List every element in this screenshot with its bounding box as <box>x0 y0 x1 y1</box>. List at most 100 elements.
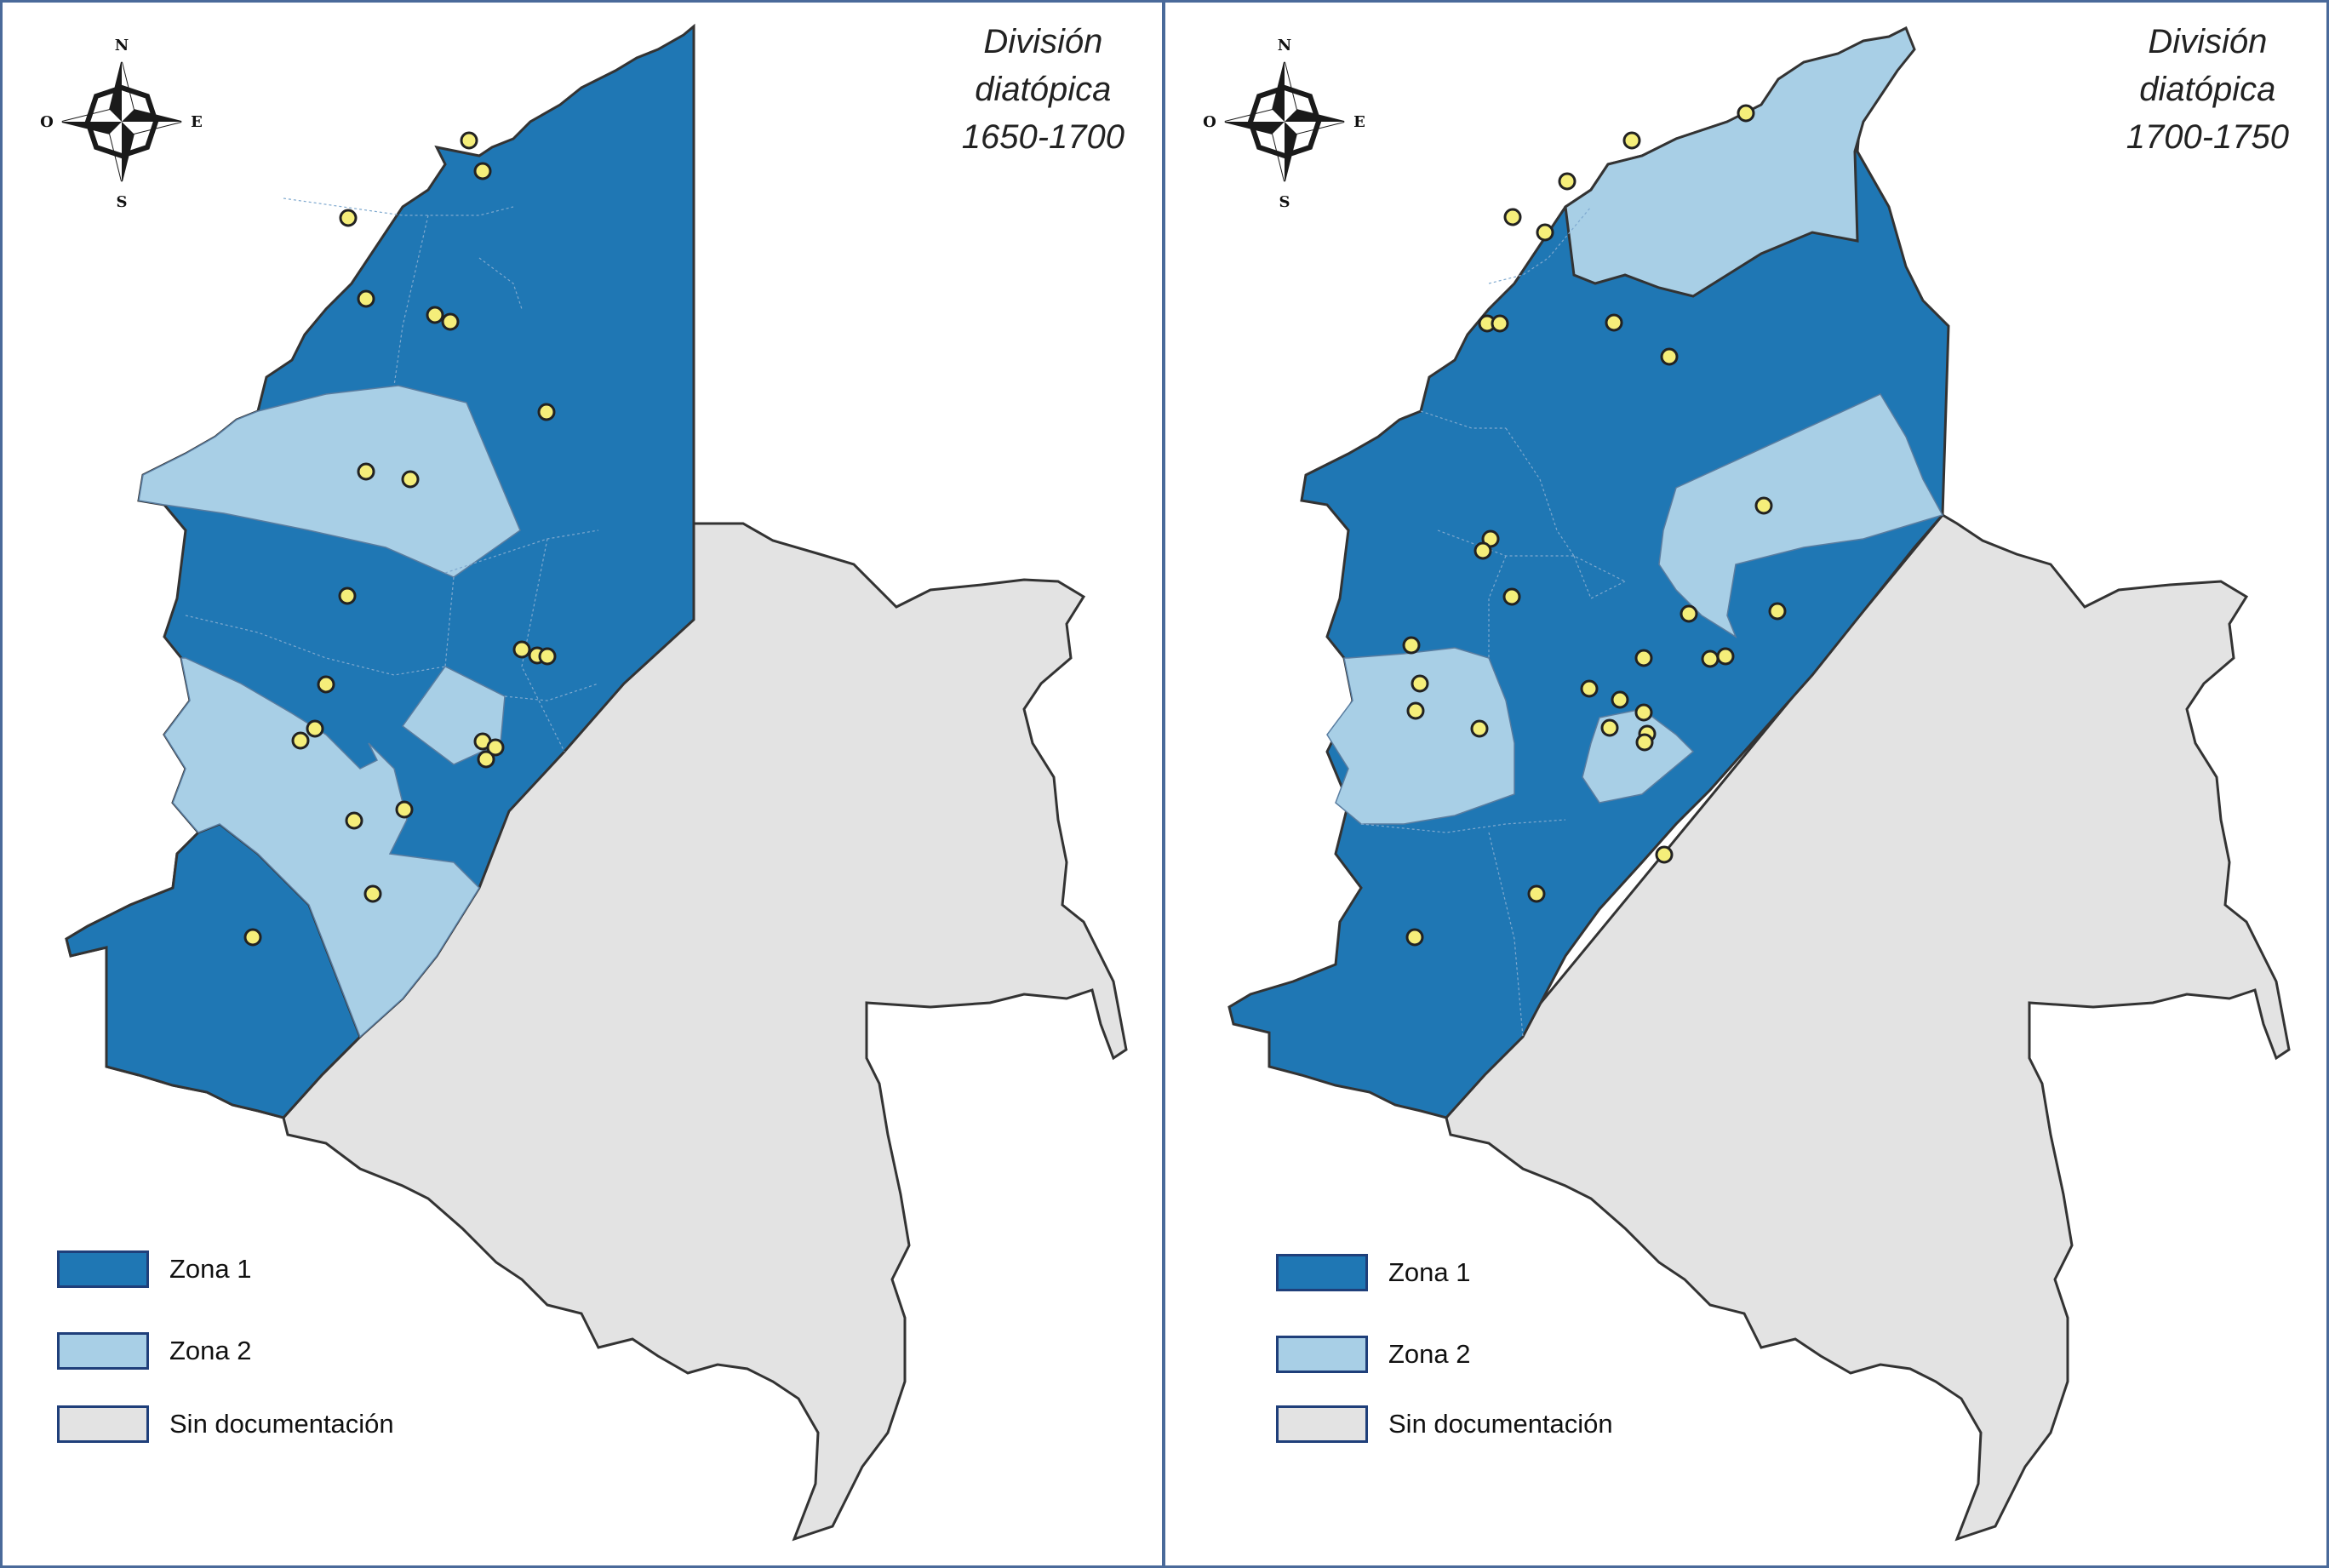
title-line-3: 1700-1750 <box>2126 118 2289 156</box>
location-marker <box>1491 314 1509 333</box>
region-internal-boundaries <box>1360 206 1626 1038</box>
compass-east-label: E <box>191 113 203 131</box>
map-panel-1650-1700: N S E O División diatópica 1650-1700 Zon… <box>0 0 1164 1568</box>
legend-label-sin-documentacion: Sin documentación <box>1388 1409 1613 1439</box>
location-marker <box>291 731 310 750</box>
legend-label-zona1: Zona 1 <box>169 1254 252 1284</box>
region-internal-boundaries <box>185 197 599 753</box>
map-panel-1700-1750: N S E O División diatópica 1700-1750 Zon… <box>1163 0 2329 1568</box>
location-marker <box>401 470 420 489</box>
location-marker <box>338 587 357 605</box>
location-marker <box>1470 719 1489 738</box>
location-marker <box>426 306 444 324</box>
location-marker <box>512 640 531 659</box>
location-marker <box>1502 587 1521 606</box>
location-marker <box>1660 347 1679 366</box>
location-marker <box>1406 701 1425 720</box>
legend-item-zona2: Zona 2 <box>1276 1336 1787 1376</box>
compass-east-label: E <box>1353 113 1365 131</box>
legend-item-zona1: Zona 1 <box>57 1250 568 1291</box>
location-marker <box>363 884 382 903</box>
location-marker <box>1701 650 1720 668</box>
legend-swatch-zona1 <box>57 1250 149 1288</box>
legend-label-sin-documentacion: Sin documentación <box>169 1409 394 1439</box>
legend-item-sin-documentacion: Sin documentación <box>1276 1405 1787 1446</box>
compass-north-label: N <box>1278 37 1291 54</box>
location-marker <box>1558 172 1577 191</box>
location-marker <box>1655 845 1674 864</box>
location-marker <box>477 750 495 769</box>
compass-south-label: S <box>117 193 128 211</box>
region-zona2-central <box>138 385 521 578</box>
location-marker <box>537 403 556 421</box>
location-marker <box>441 312 460 331</box>
title-line-3: 1650-1700 <box>961 118 1124 156</box>
location-marker <box>1503 208 1522 226</box>
location-marker <box>357 289 375 308</box>
location-marker <box>1580 679 1599 698</box>
location-marker <box>1474 541 1492 560</box>
location-marker <box>1611 690 1629 709</box>
location-marker <box>473 162 492 180</box>
compass-rose-icon: N S E O <box>40 37 203 211</box>
compass-north-label: N <box>115 37 129 54</box>
location-marker <box>339 209 358 227</box>
location-marker <box>1680 604 1698 623</box>
location-marker <box>1411 674 1429 693</box>
legend-item-sin-documentacion: Sin documentación <box>57 1405 568 1446</box>
legend-swatch-sin-documentacion <box>57 1405 149 1443</box>
region-zona2-mideast <box>1658 393 1944 638</box>
legend-label-zona2: Zona 2 <box>169 1336 252 1365</box>
compass-rose-icon: N S E O <box>1203 37 1365 211</box>
location-marker <box>1716 647 1735 666</box>
location-marker <box>486 738 505 757</box>
location-marker <box>538 647 557 666</box>
location-marker <box>1635 733 1654 752</box>
title-line-2: diatópica <box>2139 71 2276 108</box>
region-zona2-north <box>1564 26 1916 298</box>
location-marker <box>1754 496 1773 515</box>
location-marker <box>345 811 363 830</box>
title-line-1: División <box>2148 23 2268 60</box>
compass-west-label: O <box>40 113 54 131</box>
region-sin-documentacion <box>282 522 1128 1542</box>
legend-swatch-sin-documentacion <box>1276 1405 1368 1443</box>
location-marker <box>1402 636 1421 655</box>
map-title-1700-1750: División diatópica 1700-1750 <box>2126 18 2289 161</box>
location-marker <box>306 719 324 738</box>
location-marker <box>317 675 335 694</box>
region-sin-documentacion <box>1445 513 2291 1542</box>
location-marker <box>243 928 262 947</box>
title-line-2: diatópica <box>975 71 1112 108</box>
location-marker <box>1737 104 1755 123</box>
legend-label-zona2: Zona 2 <box>1388 1339 1471 1369</box>
location-marker <box>1768 602 1787 621</box>
location-marker <box>1600 718 1619 737</box>
map-canvas-1700-1750: N S E O <box>1203 26 2291 1542</box>
compass-west-label: O <box>1203 113 1216 131</box>
location-marker <box>1405 928 1424 947</box>
location-markers-1700-1750 <box>1402 104 1787 947</box>
location-marker <box>1536 223 1554 242</box>
location-marker <box>1605 313 1623 332</box>
region-zona2-west <box>1326 647 1515 825</box>
location-markers-1650-1700 <box>243 131 557 947</box>
location-marker <box>395 800 414 819</box>
legend-label-zona1: Zona 1 <box>1388 1257 1471 1287</box>
legend-swatch-zona2 <box>1276 1336 1368 1373</box>
location-marker <box>1634 703 1653 722</box>
map-title-1650-1700: División diatópica 1650-1700 <box>962 18 1124 161</box>
location-marker <box>1622 131 1641 150</box>
legend-swatch-zona2 <box>57 1332 149 1370</box>
location-marker <box>1634 649 1653 667</box>
title-line-1: División <box>983 23 1103 60</box>
compass-south-label: S <box>1279 193 1290 211</box>
location-marker <box>460 131 478 150</box>
region-zona2-south <box>163 657 480 1039</box>
legend-item-zona2: Zona 2 <box>57 1332 568 1373</box>
location-marker <box>357 462 375 481</box>
map-canvas-1650-1700: N S E O <box>40 23 1128 1542</box>
legend-item-zona1: Zona 1 <box>1276 1254 1787 1295</box>
location-marker <box>1527 884 1546 903</box>
legend-swatch-zona1 <box>1276 1254 1368 1291</box>
